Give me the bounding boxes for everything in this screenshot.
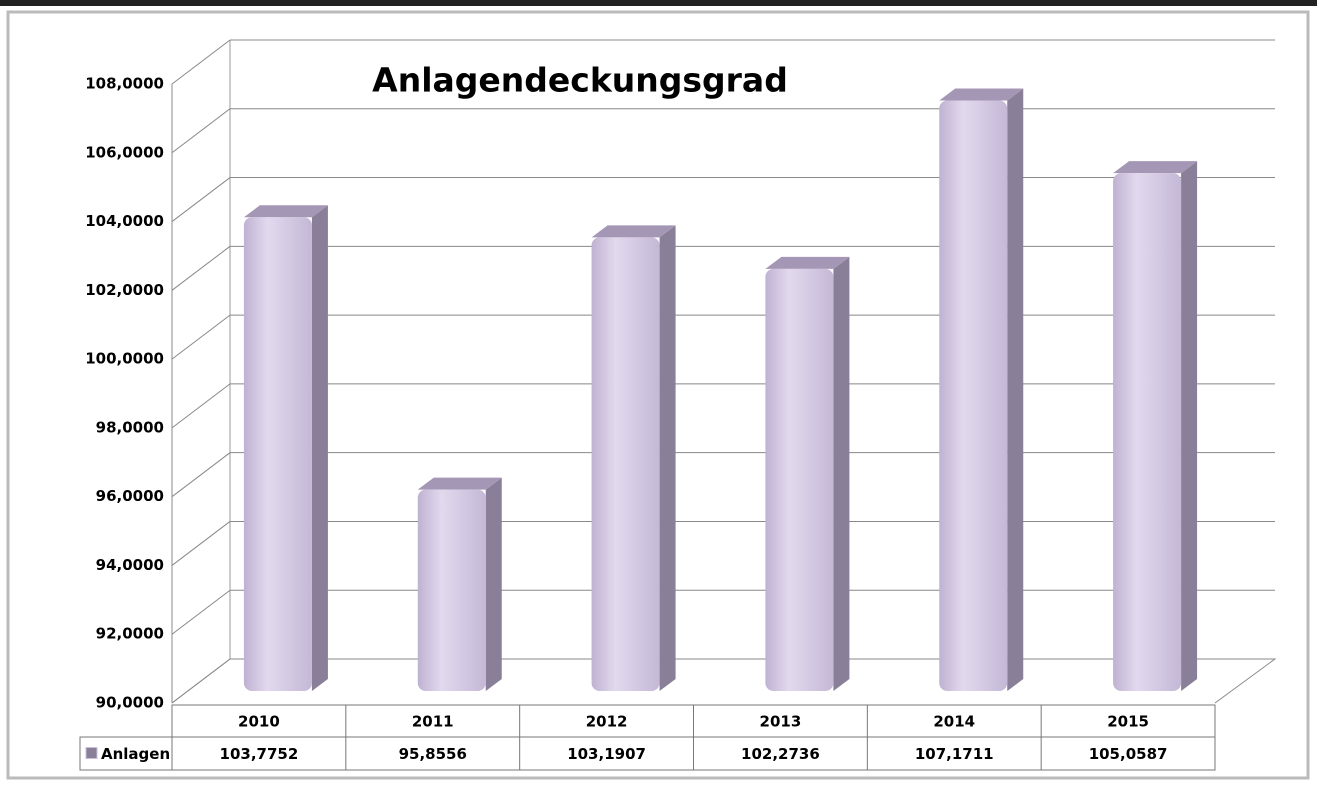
table-value: 103,7752 xyxy=(220,745,299,763)
top-band xyxy=(0,0,1317,6)
table-value: 95,8556 xyxy=(399,745,467,763)
bar xyxy=(765,268,834,691)
y-tick-label: 104,0000 xyxy=(85,212,164,230)
y-tick-label: 98,0000 xyxy=(96,418,164,436)
bar xyxy=(1113,173,1182,691)
bar xyxy=(591,237,660,692)
y-tick-label: 92,0000 xyxy=(96,625,164,643)
y-tick-label: 100,0000 xyxy=(85,350,164,368)
grid-diagonal xyxy=(171,314,231,360)
bar xyxy=(939,100,1008,692)
x-tick-label: 2012 xyxy=(586,713,628,731)
bar-side xyxy=(1181,161,1198,691)
bar xyxy=(417,489,486,691)
table-value: 107,1711 xyxy=(915,745,994,763)
bar-top xyxy=(765,256,850,269)
table-value: 103,1907 xyxy=(567,745,646,763)
grid-diagonal xyxy=(171,177,231,222)
grid-diagonal xyxy=(171,521,231,566)
plot: 90,0000 92,0000 94,0000 96,0000 98,0000 100,0… xyxy=(79,39,1277,771)
grid-diagonal xyxy=(171,658,231,704)
x-tick-label: 2011 xyxy=(412,713,454,731)
bar-side xyxy=(311,205,328,691)
chart-title: Anlagendeckungsgrad xyxy=(372,61,788,100)
bar xyxy=(243,217,312,691)
legend-key xyxy=(85,747,98,759)
y-tick-label: 96,0000 xyxy=(96,487,164,505)
bar-top xyxy=(591,225,676,238)
x-tick-label: 2013 xyxy=(760,713,802,731)
bar-side xyxy=(659,225,676,692)
bar-top xyxy=(417,477,502,490)
legend-label: Anlagen xyxy=(101,745,170,763)
grid-diagonal xyxy=(171,452,231,498)
y-tick-label: 90,0000 xyxy=(96,694,164,712)
grid-diagonal xyxy=(171,383,231,429)
bar-side xyxy=(485,477,502,691)
bar-top xyxy=(1113,161,1198,174)
table-value: 105,0587 xyxy=(1089,745,1168,763)
x-tick-label: 2015 xyxy=(1107,713,1149,731)
bar-side xyxy=(833,256,850,691)
x-tick-label: 2010 xyxy=(238,713,280,731)
y-tick-label: 102,0000 xyxy=(85,281,164,299)
table-value: 102,2736 xyxy=(741,745,820,763)
grid-diagonal xyxy=(171,39,231,85)
grid-diagonal xyxy=(171,589,231,635)
y-tick-label: 94,0000 xyxy=(96,556,164,574)
grid-diagonal xyxy=(171,108,231,154)
bar-side xyxy=(1007,88,1024,692)
grid-diagonal xyxy=(171,245,231,291)
bar-top xyxy=(243,205,328,218)
bar-top xyxy=(939,88,1024,101)
x-tick-label: 2014 xyxy=(933,713,975,731)
y-tick-label: 108,0000 xyxy=(85,75,164,93)
y-tick-label: 106,0000 xyxy=(85,143,164,161)
legend-cell xyxy=(79,736,173,771)
